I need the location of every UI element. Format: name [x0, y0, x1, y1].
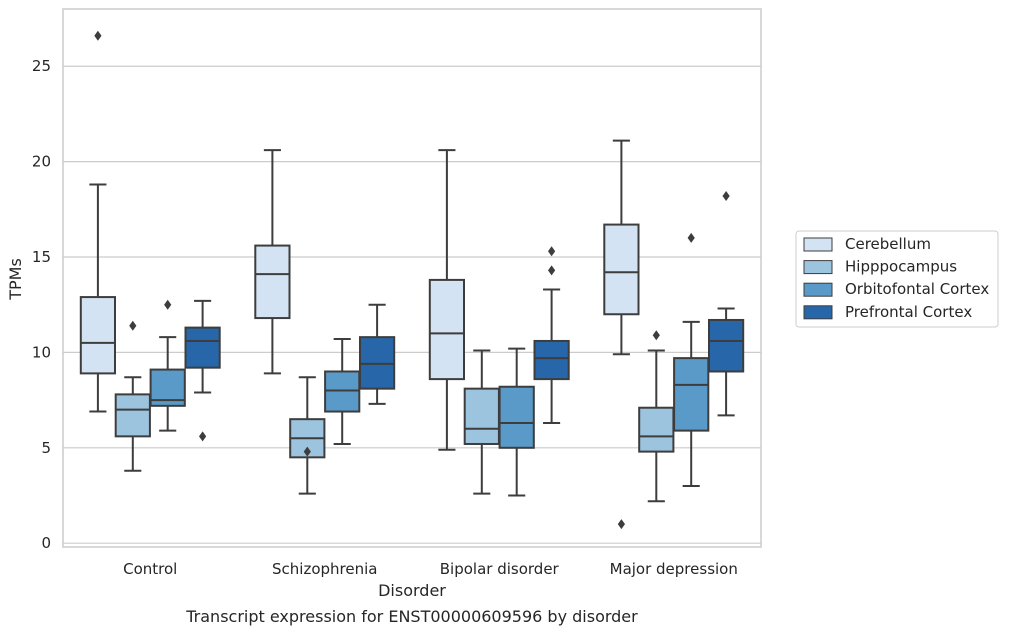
box	[184, 326, 221, 369]
x-axis-ticks: Control Schizophrenia Bipolar disorder Majo…	[123, 560, 738, 578]
box	[254, 244, 291, 320]
series-group	[79, 30, 640, 530]
y-tick-label: 15	[32, 248, 51, 266]
x-tick-label: Major depression	[610, 560, 738, 578]
x-axis-label: Disorder	[378, 581, 446, 600]
outlier-point	[129, 320, 137, 331]
box	[603, 223, 640, 316]
legend-swatch	[803, 237, 833, 252]
series-group	[184, 190, 745, 442]
box	[707, 318, 745, 373]
box	[673, 357, 710, 432]
box	[114, 393, 151, 438]
legend: Cerebellum Hipppocampus Orbitofontal Corte…	[795, 230, 999, 328]
y-tick-label: 0	[41, 534, 51, 552]
legend-swatch	[803, 282, 833, 297]
x-tick-label: Control	[123, 560, 177, 578]
series-group	[149, 232, 710, 497]
legend-swatch	[803, 305, 833, 320]
box-series	[79, 30, 745, 530]
y-tick-label: 5	[41, 439, 51, 457]
box	[638, 406, 675, 453]
legend-label: Orbitofontal Cortex	[845, 280, 989, 298]
outlier-point	[303, 446, 311, 457]
y-tick-label: 10	[32, 343, 51, 361]
outlier-point	[687, 232, 695, 243]
outlier-point	[164, 299, 172, 310]
legend-label: Cerebellum	[845, 235, 931, 253]
outlier-point	[722, 190, 730, 201]
y-tick-label: 25	[32, 57, 51, 75]
plot-area-frame	[62, 8, 762, 548]
x-tick-label: Bipolar disorder	[440, 560, 560, 578]
legend-label: Prefrontal Cortex	[845, 303, 972, 321]
outlier-point	[94, 30, 102, 41]
legend-swatch	[803, 260, 833, 275]
box	[498, 385, 535, 449]
legend-frame	[795, 230, 999, 328]
outlier-point	[199, 431, 207, 442]
outlier-point	[652, 330, 660, 341]
legend-label: Hipppocampus	[845, 258, 957, 276]
box	[463, 387, 500, 445]
y-axis-label: TPMs	[6, 258, 25, 301]
figure-caption: Transcript expression for ENST0000060959…	[185, 607, 638, 626]
box	[79, 296, 117, 375]
series-group	[114, 320, 675, 503]
outlier-point	[617, 519, 625, 530]
y-axis-ticks: 0 5 10 15 20 25	[32, 57, 51, 552]
outlier-point	[548, 265, 556, 276]
outlier-point	[548, 246, 556, 257]
x-tick-label: Schizophrenia	[272, 560, 377, 578]
gridlines	[63, 65, 761, 544]
box	[428, 278, 466, 381]
box	[533, 339, 570, 381]
y-tick-label: 20	[32, 153, 51, 171]
